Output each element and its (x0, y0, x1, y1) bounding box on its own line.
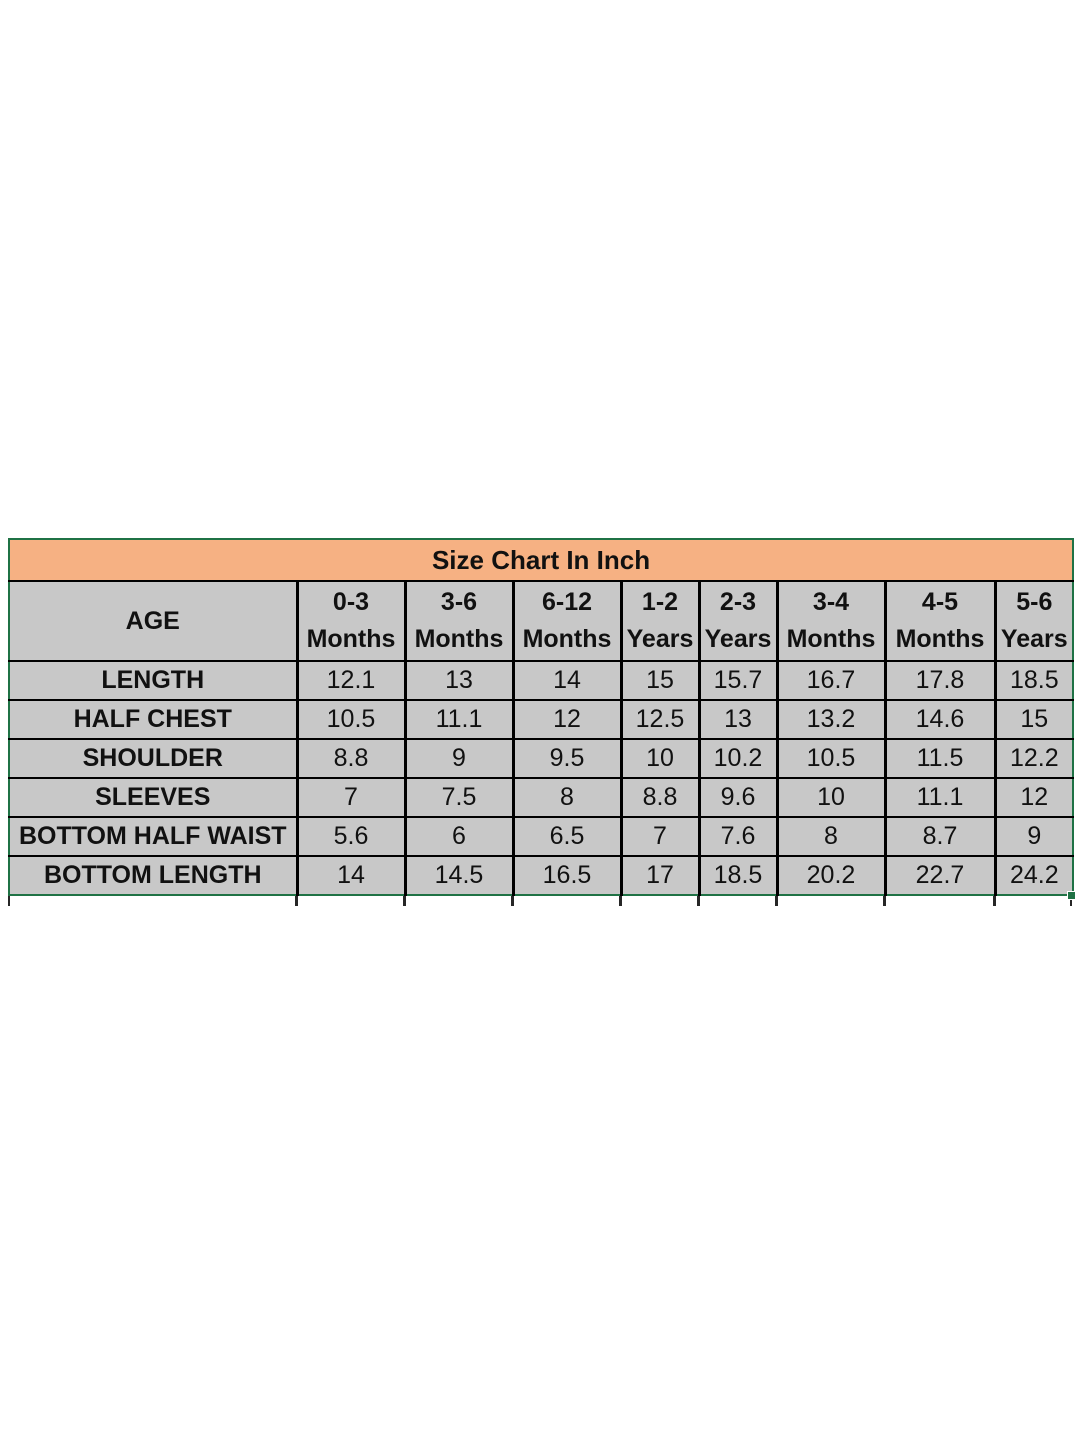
size-value-cell: 16.7 (775, 660, 887, 701)
size-value-cell: 17.8 (883, 660, 997, 701)
size-value-cell: 10.2 (697, 738, 779, 779)
size-value-cell: 15.7 (697, 660, 779, 701)
column-header-unit: Months (414, 625, 504, 653)
column-header-unit: Months (786, 625, 876, 653)
size-value-cell: 7 (295, 777, 407, 818)
size-value-cell: 13 (403, 660, 515, 701)
size-value-cell: 15 (619, 660, 701, 701)
size-value-cell: 10.5 (775, 738, 887, 779)
table-title-row: Size Chart In Inch (9, 539, 1074, 582)
column-header-range: 6-12 (541, 588, 593, 616)
size-value-cell: 12 (511, 699, 623, 740)
size-value-cell: 7.6 (697, 816, 779, 857)
table-row-length: LENGTH 12.1 13 14 15 15.7 16.7 17.8 18.5 (9, 660, 1074, 701)
size-value-cell: 14.6 (883, 699, 997, 740)
size-value-cell: 5.6 (295, 816, 407, 857)
table-row-bottom-half-waist: BOTTOM HALF WAIST 5.6 6 6.5 7 7.6 8 8.7 … (9, 816, 1074, 857)
size-chart-container: Size Chart In Inch AGE 0-3 Months 3-6 Mo… (8, 538, 1076, 906)
size-value-cell: 8 (775, 816, 887, 857)
size-value-cell: 6.5 (511, 816, 623, 857)
row-label: SLEEVES (9, 777, 299, 818)
column-header: 3-4 Months (775, 580, 887, 662)
size-value-cell: 9 (993, 816, 1074, 857)
size-value-cell: 11.1 (883, 777, 997, 818)
column-header-range: 1-2 (641, 588, 679, 616)
size-value-cell: 14.5 (403, 855, 515, 895)
size-value-cell: 8.7 (883, 816, 997, 857)
size-value-cell: 12.5 (619, 699, 701, 740)
size-value-cell: 12.1 (295, 660, 407, 701)
size-value-cell: 18.5 (697, 855, 779, 895)
cropped-next-row-gridlines (8, 896, 1072, 906)
size-value-cell: 11.5 (883, 738, 997, 779)
column-header: 1-2 Years (619, 580, 701, 662)
size-value-cell: 13.2 (775, 699, 887, 740)
size-value-cell: 10 (619, 738, 701, 779)
size-value-cell: 9 (403, 738, 515, 779)
row-label: SHOULDER (9, 738, 299, 779)
column-header-range: 4-5 (921, 588, 959, 616)
column-header: 3-6 Months (403, 580, 515, 662)
table-row-shoulder: SHOULDER 8.8 9 9.5 10 10.2 10.5 11.5 12.… (9, 738, 1074, 779)
size-value-cell: 12 (993, 777, 1074, 818)
table-title: Size Chart In Inch (9, 539, 1074, 582)
size-value-cell: 8 (511, 777, 623, 818)
column-header: 0-3 Months (295, 580, 407, 662)
age-corner-header: AGE (9, 580, 299, 662)
column-header: 6-12 Months (511, 580, 623, 662)
row-label: BOTTOM HALF WAIST (9, 816, 299, 857)
column-header-range: 0-3 (332, 588, 370, 616)
size-value-cell: 20.2 (775, 855, 887, 895)
size-value-cell: 14 (295, 855, 407, 895)
size-chart-table: Size Chart In Inch AGE 0-3 Months 3-6 Mo… (8, 538, 1075, 896)
size-value-cell: 8.8 (295, 738, 407, 779)
row-label: BOTTOM LENGTH (9, 855, 299, 895)
size-value-cell: 18.5 (993, 660, 1074, 701)
table-row-half-chest: HALF CHEST 10.5 11.1 12 12.5 13 13.2 14.… (9, 699, 1074, 740)
column-header-unit: Months (895, 625, 985, 653)
selection-fill-handle (1067, 891, 1076, 900)
size-value-cell: 14 (511, 660, 623, 701)
size-value-cell: 10.5 (295, 699, 407, 740)
size-value-cell: 7.5 (403, 777, 515, 818)
size-value-cell: 24.2 (993, 855, 1074, 895)
size-value-cell: 16.5 (511, 855, 623, 895)
row-label: LENGTH (9, 660, 299, 701)
column-header-unit: Months (522, 625, 612, 653)
size-value-cell: 9.5 (511, 738, 623, 779)
size-value-cell: 22.7 (883, 855, 997, 895)
column-header-unit: Years (704, 625, 772, 653)
table-row-bottom-length: BOTTOM LENGTH 14 14.5 16.5 17 18.5 20.2 … (9, 855, 1074, 895)
table-row-sleeves: SLEEVES 7 7.5 8 8.8 9.6 10 11.1 12 (9, 777, 1074, 818)
column-header-range: 3-4 (812, 588, 850, 616)
size-value-cell: 11.1 (403, 699, 515, 740)
size-value-cell: 8.8 (619, 777, 701, 818)
size-value-cell: 12.2 (993, 738, 1074, 779)
row-label: HALF CHEST (9, 699, 299, 740)
column-header: 2-3 Years (697, 580, 779, 662)
size-value-cell: 9.6 (697, 777, 779, 818)
size-value-cell: 6 (403, 816, 515, 857)
column-header-range: 5-6 (1016, 588, 1053, 616)
column-header-unit: Years (1000, 625, 1068, 653)
table-header-row: AGE 0-3 Months 3-6 Months 6-12 Months 1 (9, 580, 1074, 662)
size-value-cell: 7 (619, 816, 701, 857)
size-value-cell: 15 (993, 699, 1074, 740)
column-header-unit: Months (306, 625, 396, 653)
size-value-cell: 17 (619, 855, 701, 895)
size-value-cell: 10 (775, 777, 887, 818)
column-header-range: 3-6 (440, 588, 478, 616)
column-header-unit: Years (626, 625, 694, 653)
size-value-cell: 13 (697, 699, 779, 740)
column-header: 5-6 Years (993, 580, 1074, 662)
column-header-range: 2-3 (719, 588, 757, 616)
column-header: 4-5 Months (883, 580, 997, 662)
